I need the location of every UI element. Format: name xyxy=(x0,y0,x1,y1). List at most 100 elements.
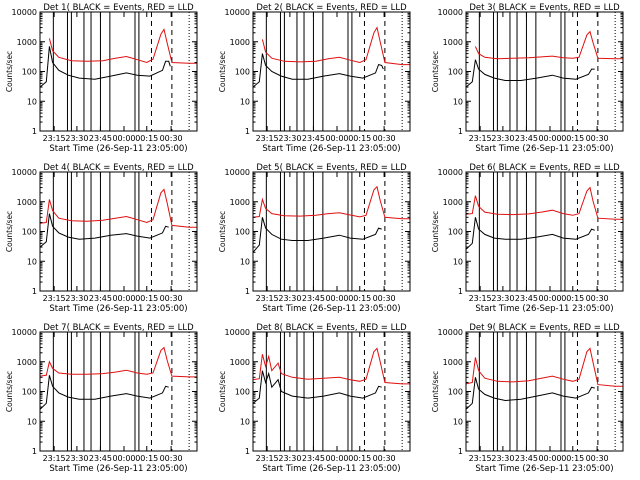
x-tick-label: 00:00 xyxy=(112,134,135,143)
x-axis-label: Start Time (26-Sep-11 23:05:00) xyxy=(475,144,613,154)
x-tick-label: 00:30 xyxy=(586,454,609,463)
y-tick-label: 10000 xyxy=(225,328,250,337)
x-tick-label: 00:00 xyxy=(112,294,135,303)
series-line-lld xyxy=(261,26,410,66)
y-tick-label: 1000 xyxy=(443,38,463,47)
x-tick-label: 00:30 xyxy=(160,454,183,463)
series-line-events xyxy=(39,46,171,88)
x-axis-label: Start Time (26-Sep-11 23:05:00) xyxy=(49,464,187,474)
series-line-events xyxy=(252,53,384,88)
detector-panel-8: 1 10 100 1000 10000 23:15 23:30 23:45 00:00 00:15… xyxy=(218,323,411,474)
y-tick-label: 10000 xyxy=(438,168,463,177)
detector-panel-6: 1 10 100 1000 10000 23:15 23:30 23:45 00:00 00:15… xyxy=(431,163,624,314)
series-line-events xyxy=(465,377,595,410)
y-tick-label: 100 xyxy=(22,388,37,397)
x-tick-label: 00:30 xyxy=(373,294,396,303)
x-axis-label: Start Time (26-Sep-11 23:05:00) xyxy=(262,304,400,314)
y-axis-label: Counts/sec xyxy=(431,51,440,92)
x-tick-label: 23:45 xyxy=(515,454,538,463)
x-tick-label: 00:00 xyxy=(325,294,348,303)
series-line-events xyxy=(252,217,382,253)
x-tick-label: 23:45 xyxy=(302,454,325,463)
x-tick-label: 00:00 xyxy=(538,134,561,143)
detector-panel-7: 1 10 100 1000 10000 23:15 23:30 23:45 00:00 00:15… xyxy=(5,323,198,474)
detector-panel-2: 1 10 100 1000 10000 23:15 23:30 23:45 00:00 00:15… xyxy=(218,3,411,154)
x-tick-label: 00:15 xyxy=(135,454,158,463)
y-tick-label: 10 xyxy=(453,257,463,266)
y-tick-label: 10000 xyxy=(225,168,250,177)
y-tick-label: 100 xyxy=(235,388,250,397)
series-line-lld xyxy=(39,346,197,378)
y-tick-label: 1 xyxy=(32,447,37,456)
y-tick-label: 1 xyxy=(32,287,37,296)
y-tick-label: 10 xyxy=(27,417,37,426)
series-line-events xyxy=(465,59,595,88)
y-tick-label: 10000 xyxy=(225,8,250,17)
y-tick-label: 1000 xyxy=(17,198,37,207)
y-axis-label: Counts/sec xyxy=(5,211,14,252)
x-tick-label: 00:15 xyxy=(135,294,158,303)
x-tick-label: 23:45 xyxy=(89,134,112,143)
y-tick-label: 100 xyxy=(448,388,463,397)
y-tick-label: 100 xyxy=(235,68,250,77)
detector-panel-4: 1 10 100 1000 10000 23:15 23:30 23:45 00:00 00:15… xyxy=(5,163,198,314)
y-tick-label: 1000 xyxy=(17,38,37,47)
detector-panel-9: 1 10 100 1000 10000 23:15 23:30 23:45 00:00 00:15… xyxy=(431,323,624,474)
y-tick-label: 1 xyxy=(458,127,463,136)
x-tick-label: 23:45 xyxy=(302,134,325,143)
x-axis-label: Start Time (26-Sep-11 23:05:00) xyxy=(262,464,400,474)
y-axis-label: Counts/sec xyxy=(431,371,440,412)
x-tick-label: 23:15 xyxy=(43,134,66,143)
y-tick-label: 10000 xyxy=(438,8,463,17)
x-tick-label: 00:30 xyxy=(586,294,609,303)
y-tick-label: 1000 xyxy=(230,198,250,207)
x-tick-label: 23:30 xyxy=(278,294,301,303)
y-tick-label: 1000 xyxy=(443,198,463,207)
x-tick-label: 00:15 xyxy=(561,454,584,463)
series-line-events xyxy=(252,370,382,404)
x-tick-label: 23:30 xyxy=(491,454,514,463)
y-tick-label: 1 xyxy=(458,287,463,296)
y-tick-label: 100 xyxy=(235,228,250,237)
x-tick-label: 00:15 xyxy=(348,294,371,303)
panel-title: Det 3( BLACK = Events, RED = LLD xyxy=(469,3,620,13)
x-axis-label: Start Time (26-Sep-11 23:05:00) xyxy=(475,464,613,474)
x-tick-label: 23:15 xyxy=(256,294,279,303)
x-tick-label: 23:15 xyxy=(469,134,492,143)
panel-title: Det 8( BLACK = Events, RED = LLD xyxy=(256,323,407,333)
x-tick-label: 23:45 xyxy=(89,454,112,463)
y-axis-label: Counts/sec xyxy=(218,371,227,412)
series-line-events xyxy=(465,217,595,250)
x-axis-label: Start Time (26-Sep-11 23:05:00) xyxy=(49,144,187,154)
x-tick-label: 00:30 xyxy=(373,134,396,143)
y-axis-label: Counts/sec xyxy=(5,371,14,412)
x-tick-label: 00:00 xyxy=(325,134,348,143)
x-tick-label: 23:30 xyxy=(491,294,514,303)
detector-panel-5: 1 10 100 1000 10000 23:15 23:30 23:45 00:00 00:15… xyxy=(218,163,411,314)
y-tick-label: 10 xyxy=(27,97,37,106)
series-line-events xyxy=(39,375,169,410)
y-tick-label: 100 xyxy=(448,68,463,77)
panel-title: Det 1( BLACK = Events, RED = LLD xyxy=(43,3,194,13)
y-tick-label: 100 xyxy=(448,228,463,237)
x-tick-label: 23:45 xyxy=(302,294,325,303)
x-tick-label: 23:15 xyxy=(43,454,66,463)
series-line-lld xyxy=(252,347,410,385)
detector-panel-3: 1 10 100 1000 10000 23:15 23:30 23:45 00:00 00:15… xyxy=(431,3,624,154)
y-tick-label: 1000 xyxy=(17,358,37,367)
y-tick-label: 1 xyxy=(32,127,37,136)
series-line-lld xyxy=(39,188,197,228)
panel-title: Det 4( BLACK = Events, RED = LLD xyxy=(43,163,194,173)
x-tick-label: 00:15 xyxy=(348,454,371,463)
y-tick-label: 10 xyxy=(240,257,250,266)
y-tick-label: 10000 xyxy=(12,328,37,337)
series-line-lld xyxy=(465,347,623,387)
x-tick-label: 00:30 xyxy=(586,134,609,143)
x-tick-label: 23:30 xyxy=(65,454,88,463)
y-tick-label: 1 xyxy=(458,447,463,456)
panel-title: Det 5( BLACK = Events, RED = LLD xyxy=(256,163,407,173)
y-tick-label: 1 xyxy=(245,127,250,136)
x-tick-label: 23:15 xyxy=(256,454,279,463)
